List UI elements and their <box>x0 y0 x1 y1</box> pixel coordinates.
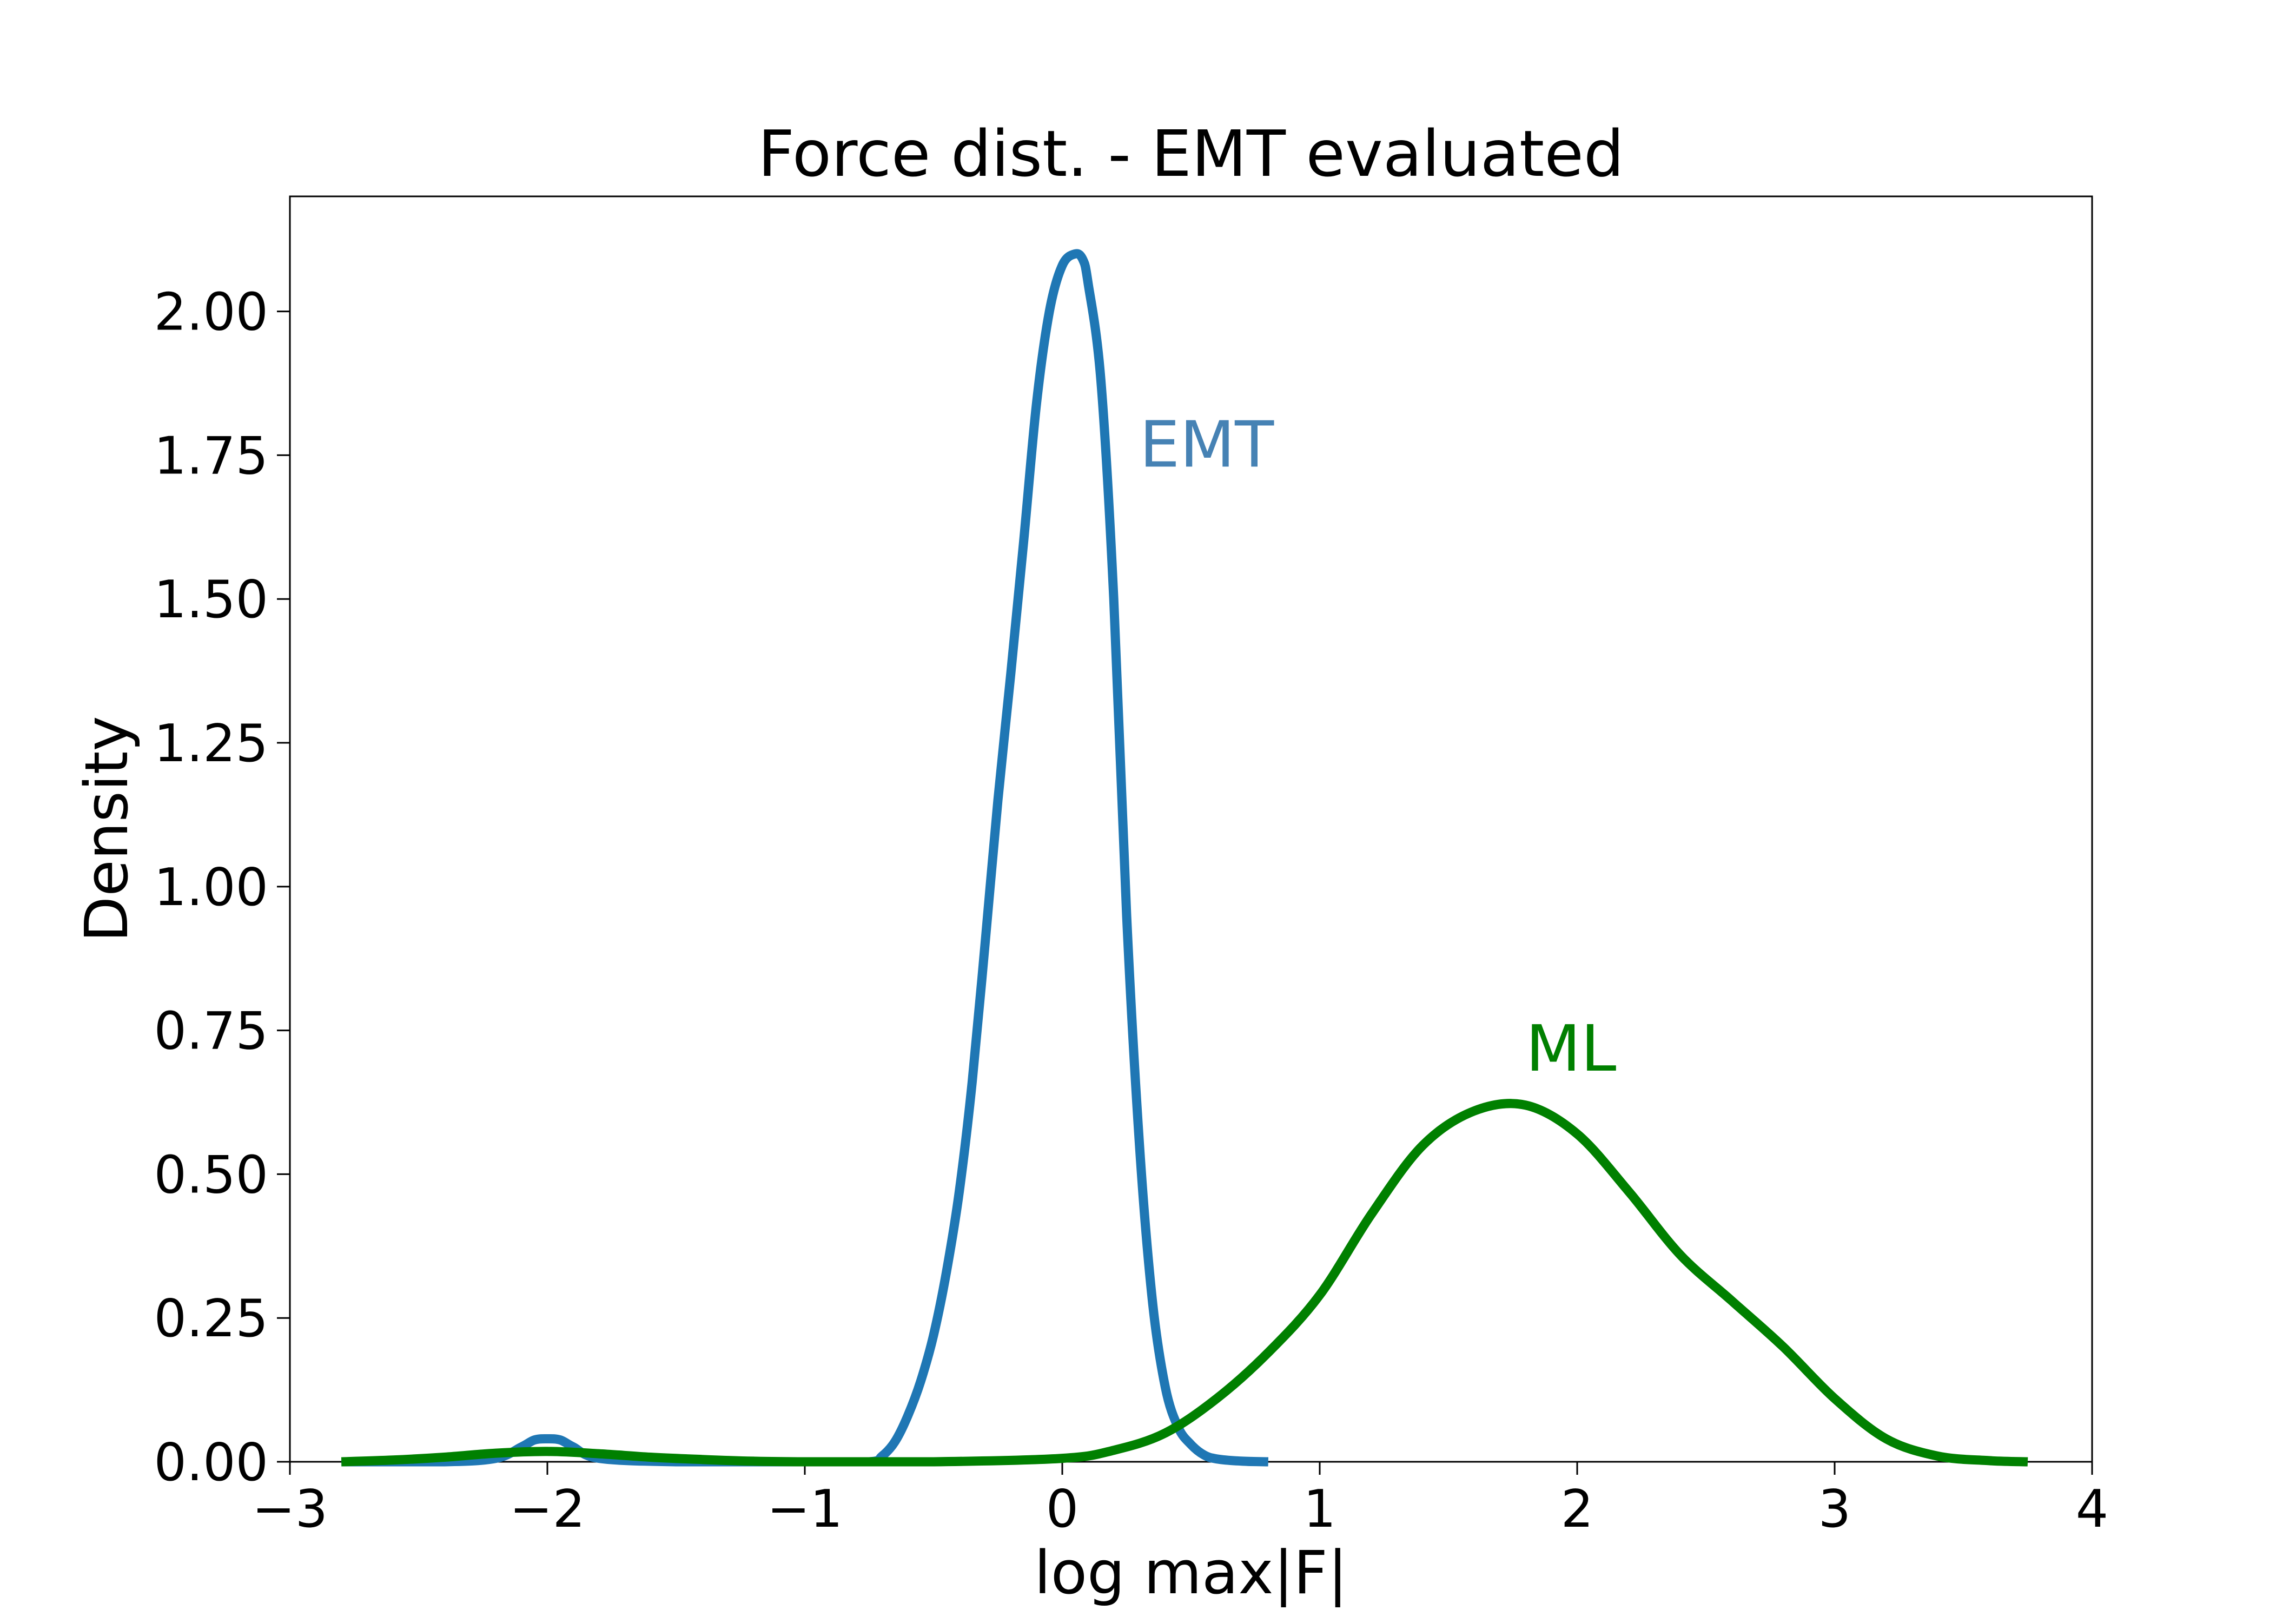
x-tick-label: 2 <box>1561 1480 1593 1539</box>
plot-frame <box>289 195 2093 1463</box>
y-tick-label: 0.25 <box>154 1289 268 1349</box>
x-tick-label: 1 <box>1304 1480 1336 1539</box>
x-axis-label: log max|F| <box>1034 1538 1348 1608</box>
y-tick-label: 1.25 <box>154 714 268 774</box>
x-tick-label: −2 <box>510 1480 585 1539</box>
chart-title: Force dist. - EMT evaluated <box>758 116 1624 191</box>
y-tick-label: 1.75 <box>154 426 268 486</box>
annotation-ml: ML <box>1526 1011 1617 1086</box>
x-tick-label: 4 <box>2076 1480 2108 1539</box>
x-tick-label: −3 <box>252 1480 328 1539</box>
y-tick-label: 1.00 <box>154 858 268 918</box>
plot-area: −3 −2 −1 0 1 2 3 4 0.00 0.25 0.50 0.75 1.00 1.25 1.50 1… <box>154 195 2108 1539</box>
annotation-emt: EMT <box>1140 407 1274 482</box>
y-tick-label: 0.75 <box>154 1002 268 1061</box>
y-tick-label: 1.50 <box>154 570 268 630</box>
x-tick-label: 0 <box>1046 1480 1078 1539</box>
y-tick-label: 2.00 <box>154 283 268 342</box>
y-tick-label: 0.50 <box>154 1145 268 1205</box>
y-tick-label: 0.00 <box>154 1433 268 1493</box>
y-axis-label: Density <box>72 716 141 942</box>
series-line-emt <box>341 249 1269 1467</box>
x-tick-label: 3 <box>1818 1480 1851 1539</box>
series-line-ml <box>341 1099 2028 1467</box>
x-tick-label: −1 <box>767 1480 843 1539</box>
